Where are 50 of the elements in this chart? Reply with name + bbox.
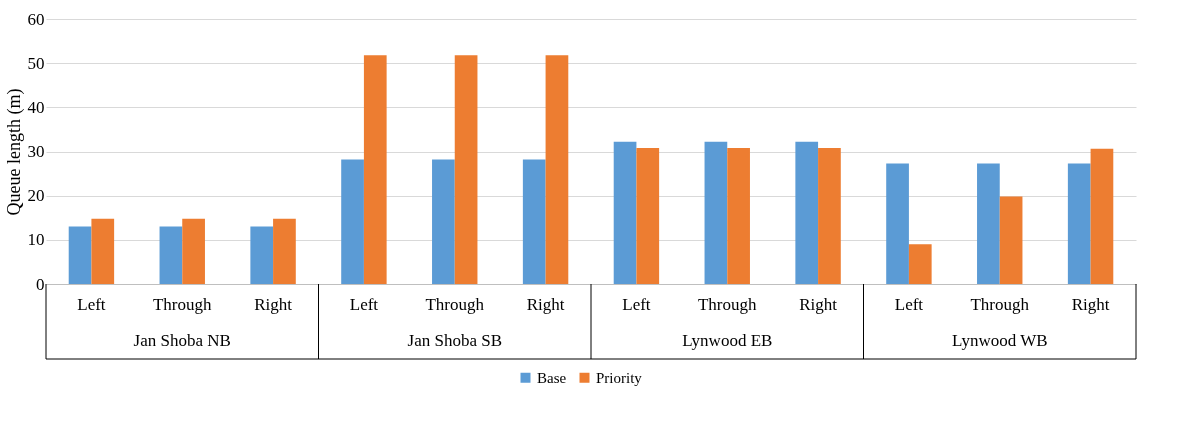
y-tick-label: 40 — [27, 97, 45, 117]
bar — [999, 196, 1023, 284]
x-tick-label: Through — [152, 294, 213, 314]
bar — [1067, 163, 1091, 284]
legend-label: Priority — [596, 369, 643, 386]
x-tick-label: Right — [254, 294, 293, 314]
y-tick-label: 30 — [27, 142, 45, 161]
bar — [341, 159, 364, 284]
legend-label: Base — [537, 369, 567, 386]
bar — [818, 147, 841, 284]
text: Jan Shoba NB — [133, 331, 231, 350]
bar — [795, 141, 819, 284]
bar — [545, 55, 569, 284]
text: Lynwood EB — [682, 331, 773, 350]
bar — [454, 55, 478, 284]
bar — [977, 163, 1000, 284]
bar — [159, 226, 183, 284]
x-tick-label: Through — [425, 294, 485, 314]
y-tick-label: 10 — [27, 230, 45, 250]
text: Lynwood WB — [951, 331, 1048, 350]
bar — [91, 218, 115, 284]
x-tick-label: Left — [77, 294, 106, 314]
bar — [1090, 148, 1114, 284]
x-tick-label: Right — [1071, 294, 1110, 314]
bar — [727, 147, 750, 284]
x-tick-label: Through — [697, 294, 758, 314]
bar — [522, 159, 546, 284]
x-tick-label: Right — [526, 294, 565, 314]
bar — [68, 226, 92, 284]
y-tick-label: 50 — [27, 53, 45, 73]
bar — [363, 55, 387, 284]
bar — [273, 218, 296, 284]
y-tick-label: 20 — [27, 186, 45, 206]
bar — [704, 141, 728, 284]
bar — [908, 244, 932, 284]
y-tick-label: 60 — [27, 9, 45, 29]
text: Jan Shoba SB — [407, 331, 502, 350]
x-tick-label: Left — [349, 294, 379, 314]
bar — [432, 159, 455, 284]
y-tick-label: 0 — [36, 274, 45, 294]
bar — [250, 226, 274, 284]
bar — [613, 141, 637, 284]
x-tick-label: Right — [799, 294, 838, 314]
x-tick-label: Through — [970, 294, 1030, 314]
bar — [886, 163, 909, 284]
bar — [636, 147, 660, 284]
x-tick-label: Left — [894, 294, 924, 314]
bar — [182, 218, 205, 284]
y-axis-title: Queue length (m) — [3, 88, 25, 216]
x-tick-label: Left — [622, 294, 651, 314]
